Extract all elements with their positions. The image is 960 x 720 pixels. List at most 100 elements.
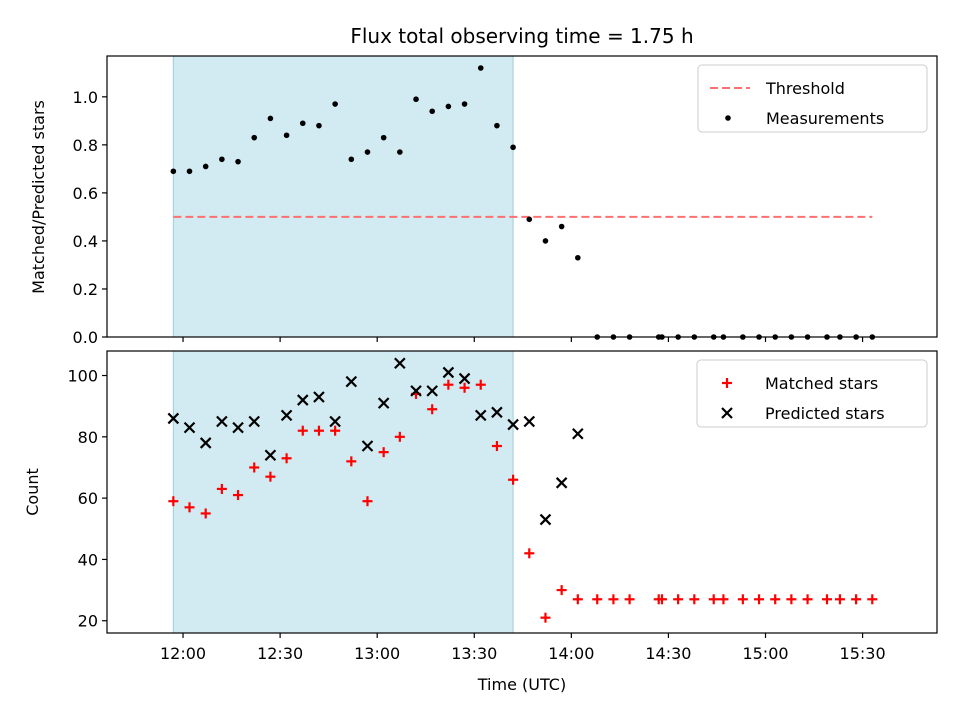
- top-y-tick-label: 0.0: [73, 328, 98, 347]
- bottom-shaded-window: [172, 350, 514, 634]
- bottom-point: [770, 594, 781, 605]
- bottom-point: [539, 513, 552, 526]
- bottom-point: [540, 612, 551, 623]
- bottom-point: [297, 425, 308, 436]
- bottom-point: [199, 437, 212, 449]
- top-legend: Threshold Measurements: [697, 64, 928, 133]
- bottom-point: [313, 391, 325, 403]
- bottom-point: [754, 594, 765, 605]
- bottom-point: [608, 594, 619, 605]
- x-axis-label: Time (UTC): [477, 675, 566, 694]
- bottom-point: [378, 447, 389, 458]
- bottom-point: [233, 490, 244, 501]
- bottom-legend-swatch: [722, 378, 732, 388]
- bottom-point: [184, 502, 195, 513]
- top-axes-frame: [106, 55, 938, 338]
- bottom-x-tick-label: 15:00: [742, 644, 788, 663]
- top-y-tick-label: 0.4: [73, 232, 98, 251]
- bottom-point: [183, 421, 196, 434]
- bottom-point: [708, 594, 719, 605]
- bottom-point: [249, 462, 260, 473]
- bottom-point: [427, 404, 438, 415]
- top-point: [477, 65, 484, 71]
- top-point: [348, 156, 355, 163]
- bottom-point: [786, 594, 797, 605]
- bottom-point: [592, 594, 603, 605]
- top-point: [413, 96, 419, 103]
- bottom-point: [216, 483, 227, 494]
- bottom-point: [673, 594, 684, 605]
- top-y-tick-label: 0.6: [73, 184, 98, 203]
- bottom-point: [508, 474, 519, 485]
- top-point: [170, 168, 177, 175]
- bottom-point: [426, 385, 438, 397]
- bottom-point: [474, 409, 487, 422]
- chart-title: Flux total observing time = 1.75 h: [350, 24, 693, 48]
- bottom-point: [394, 431, 405, 442]
- bottom-point: [377, 397, 390, 409]
- top-point: [202, 163, 209, 170]
- bottom-x-tick-label: 14:30: [645, 644, 691, 663]
- bottom-point: [624, 594, 635, 605]
- top-point: [380, 134, 387, 141]
- bottom-point: [656, 594, 667, 605]
- bottom-point: [867, 594, 878, 605]
- bottom-point: [555, 477, 568, 489]
- bottom-y-tick-label: 40: [78, 550, 98, 569]
- bottom-point: [442, 366, 455, 379]
- bottom-x-tick-label: 12:30: [257, 644, 303, 663]
- bottom-legend-swatch: [721, 407, 733, 419]
- bottom-point: [216, 415, 228, 428]
- bottom-point: [523, 415, 536, 428]
- bottom-point: [265, 471, 276, 482]
- bottom-point: [524, 548, 535, 559]
- bottom-point: [264, 449, 277, 461]
- bottom-point: [168, 496, 179, 507]
- top-point: [235, 158, 241, 165]
- bottom-point: [280, 409, 293, 422]
- top-series-dot: [170, 65, 876, 340]
- bottom-point: [346, 456, 357, 467]
- bottom-x-tick-label: 12:00: [160, 644, 206, 663]
- bottom-point: [556, 585, 567, 596]
- top-point: [542, 238, 549, 244]
- bottom-point: [802, 594, 813, 605]
- top-point: [558, 223, 565, 230]
- bottom-x-tick-label: 14:00: [548, 644, 594, 663]
- top-shaded-window: [172, 55, 514, 338]
- bottom-point: [410, 385, 422, 397]
- bottom-point: [718, 594, 729, 605]
- bottom-point: [475, 379, 486, 390]
- top-y-tick-label: 0.2: [73, 280, 98, 299]
- top-point: [267, 115, 274, 122]
- top-point: [397, 149, 403, 155]
- bottom-point: [248, 415, 261, 428]
- bottom-x-tick-label: 15:30: [840, 644, 886, 663]
- bottom-y-tick-label: 80: [78, 428, 98, 447]
- bottom-point: [281, 453, 292, 464]
- bottom-y-axis-label: Count: [23, 468, 42, 516]
- bottom-point: [394, 357, 406, 370]
- bottom-point: [572, 427, 584, 440]
- top-point: [575, 254, 581, 261]
- bottom-y-tick-label: 20: [78, 612, 98, 631]
- bottom-legend-label: Predicted stars: [765, 404, 885, 423]
- bottom-point: [167, 412, 180, 425]
- top-point: [526, 216, 533, 223]
- top-point: [494, 122, 500, 129]
- bottom-point: [491, 406, 503, 419]
- bottom-point: [362, 496, 373, 507]
- top-legend-label: Measurements: [766, 109, 884, 128]
- bottom-point: [737, 594, 748, 605]
- bottom-series-x: [167, 357, 584, 526]
- bottom-point: [345, 375, 358, 388]
- bottom-legend-box: [696, 359, 928, 428]
- top-point: [429, 108, 436, 115]
- bottom-point: [443, 379, 454, 390]
- bottom-x-tick-label: 13:30: [451, 644, 497, 663]
- top-y-tick-label: 1.0: [73, 88, 98, 107]
- bottom-point: [459, 382, 470, 393]
- top-legend-box: [697, 64, 928, 133]
- bottom-point: [821, 594, 832, 605]
